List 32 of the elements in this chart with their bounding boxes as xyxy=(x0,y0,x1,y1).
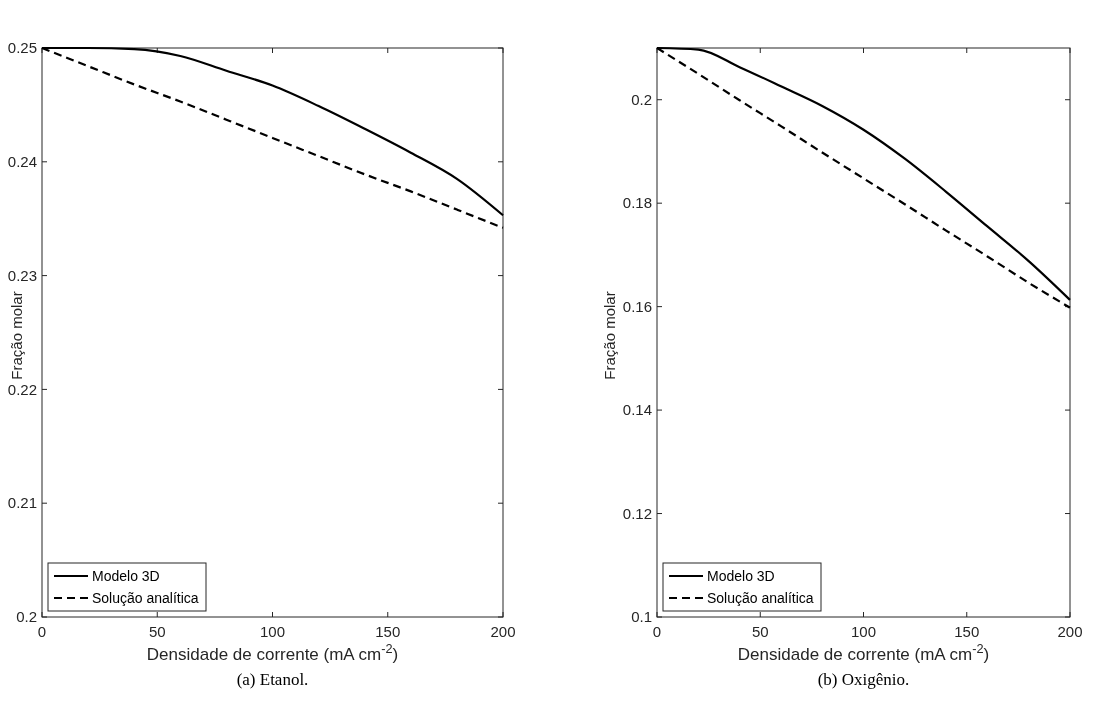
x-tick-label: 50 xyxy=(751,623,769,640)
x-tick-label: 50 xyxy=(148,623,166,640)
y-tick-label: 0.21 xyxy=(7,494,37,512)
x-tick-label: 150 xyxy=(375,623,401,640)
x-tick-label: 150 xyxy=(954,623,980,640)
y-tick-label: 0.2 xyxy=(631,90,652,108)
y-axis-title: Fração molar xyxy=(601,291,618,380)
x-tick-label: 100 xyxy=(850,623,877,640)
x-axis-title: Densidade de corrente (mA cm$^{-2}$) xyxy=(146,640,399,664)
x-tick-label: 0 xyxy=(652,623,662,640)
y-tick-label: 0.16 xyxy=(622,297,652,315)
x-tick-label: 100 xyxy=(259,623,286,640)
y-tick-label: 0.12 xyxy=(622,504,652,522)
legend-label: Solução analítica xyxy=(707,589,814,606)
y-axis-title: Fração molar xyxy=(8,291,25,380)
legend-label: Modelo 3D xyxy=(92,567,160,584)
legend-label: Modelo 3D xyxy=(707,567,775,584)
y-tick-label: 0.25 xyxy=(7,39,37,57)
y-tick-label: 0.1 xyxy=(631,608,652,626)
text: (a) Etanol. xyxy=(236,670,309,689)
y-tick-label: 0.22 xyxy=(7,380,37,398)
y-tick-label: 0.2 xyxy=(16,608,37,626)
text: (b) Oxigênio. xyxy=(817,670,910,689)
y-tick-label: 0.14 xyxy=(622,401,652,419)
legend-label: Solução analítica xyxy=(92,589,199,606)
x-tick-label: 200 xyxy=(1057,623,1083,640)
x-tick-label: 200 xyxy=(490,623,516,640)
x-axis-title: Densidade de corrente (mA cm$^{-2}$) xyxy=(737,640,990,664)
y-tick-label: 0.24 xyxy=(7,153,37,171)
y-tick-label: 0.23 xyxy=(7,266,37,284)
y-tick-label: 0.18 xyxy=(622,194,652,212)
x-tick-label: 0 xyxy=(37,623,47,640)
